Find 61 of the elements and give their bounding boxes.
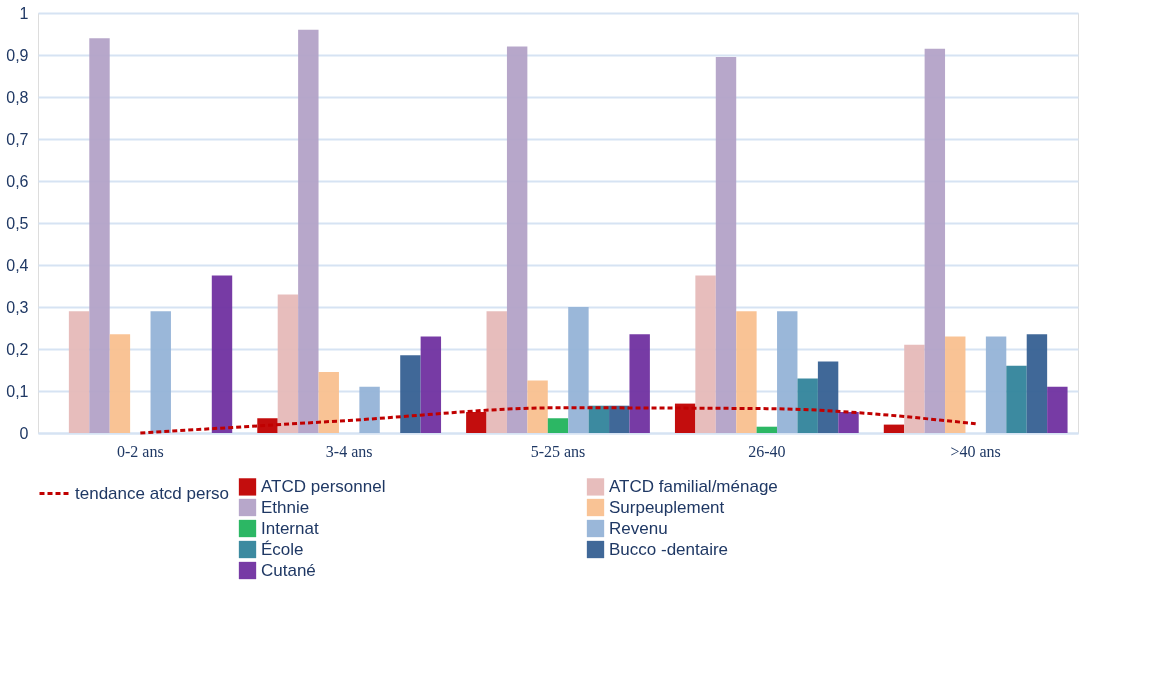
y-tick-label: 0,9 (6, 46, 29, 64)
y-tick-label: 0,4 (6, 256, 29, 274)
legend-label: Revenu (609, 518, 668, 538)
bar (985, 336, 1007, 433)
bar (400, 355, 421, 433)
bar (298, 29, 319, 433)
legend-label: Bucco -dentaire (609, 539, 729, 559)
y-tick-label: 0,3 (6, 298, 29, 316)
legend-label: Ethnie (261, 497, 310, 517)
bar (945, 336, 966, 433)
bar (756, 426, 778, 433)
bar (817, 361, 839, 433)
y-tick-label: 0,8 (6, 88, 29, 106)
line-series (138, 406, 978, 435)
legend-label: ATCD personnel (261, 476, 386, 496)
y-tick-label: 0,2 (6, 340, 29, 358)
y-tick-label: 1 (19, 4, 29, 22)
bar (547, 418, 569, 433)
bar (777, 311, 798, 433)
bar (1006, 365, 1027, 433)
bar (568, 307, 589, 433)
bar (904, 344, 925, 433)
bar (629, 334, 650, 433)
bar (150, 311, 171, 433)
legend-label: tendance atcd perso (75, 483, 230, 503)
x-tick-label: 0-2 ans (117, 442, 164, 460)
legend-label: Surpeuplement (609, 497, 725, 517)
bar (359, 386, 380, 433)
bar (68, 311, 90, 433)
x-tick-label: 26-40 (748, 442, 786, 460)
bar (1026, 334, 1048, 433)
y-tick-label: 0,7 (6, 130, 29, 148)
bar (318, 372, 339, 433)
bar (211, 275, 233, 433)
bar (486, 311, 507, 433)
bar (883, 424, 905, 433)
bar (1047, 386, 1068, 433)
bar (89, 38, 110, 433)
bar (109, 334, 131, 433)
bar (277, 294, 299, 433)
bar (609, 405, 630, 433)
bar (736, 311, 757, 433)
legend-label: ATCD familial/ménage (609, 476, 778, 496)
bar (715, 57, 737, 433)
bar (838, 412, 859, 433)
x-tick-label: >40 ans (950, 442, 1001, 460)
y-tick-label: 0,6 (6, 172, 29, 190)
x-tick-label: 3-4 ans (325, 442, 373, 460)
x-tick-label: 5-25 ans (530, 442, 586, 460)
bar (420, 336, 442, 433)
legend-label: Internat (261, 518, 319, 538)
legend-label: École (261, 539, 304, 559)
bar (924, 48, 946, 433)
y-tick-label: 0 (19, 424, 29, 442)
bar (527, 380, 548, 433)
bar (695, 275, 716, 433)
y-tick-label: 0,5 (6, 214, 29, 232)
legend-label: Cutané (261, 560, 316, 580)
bar (797, 378, 818, 433)
y-tick-label: 0,1 (6, 382, 29, 400)
bar (506, 46, 528, 433)
